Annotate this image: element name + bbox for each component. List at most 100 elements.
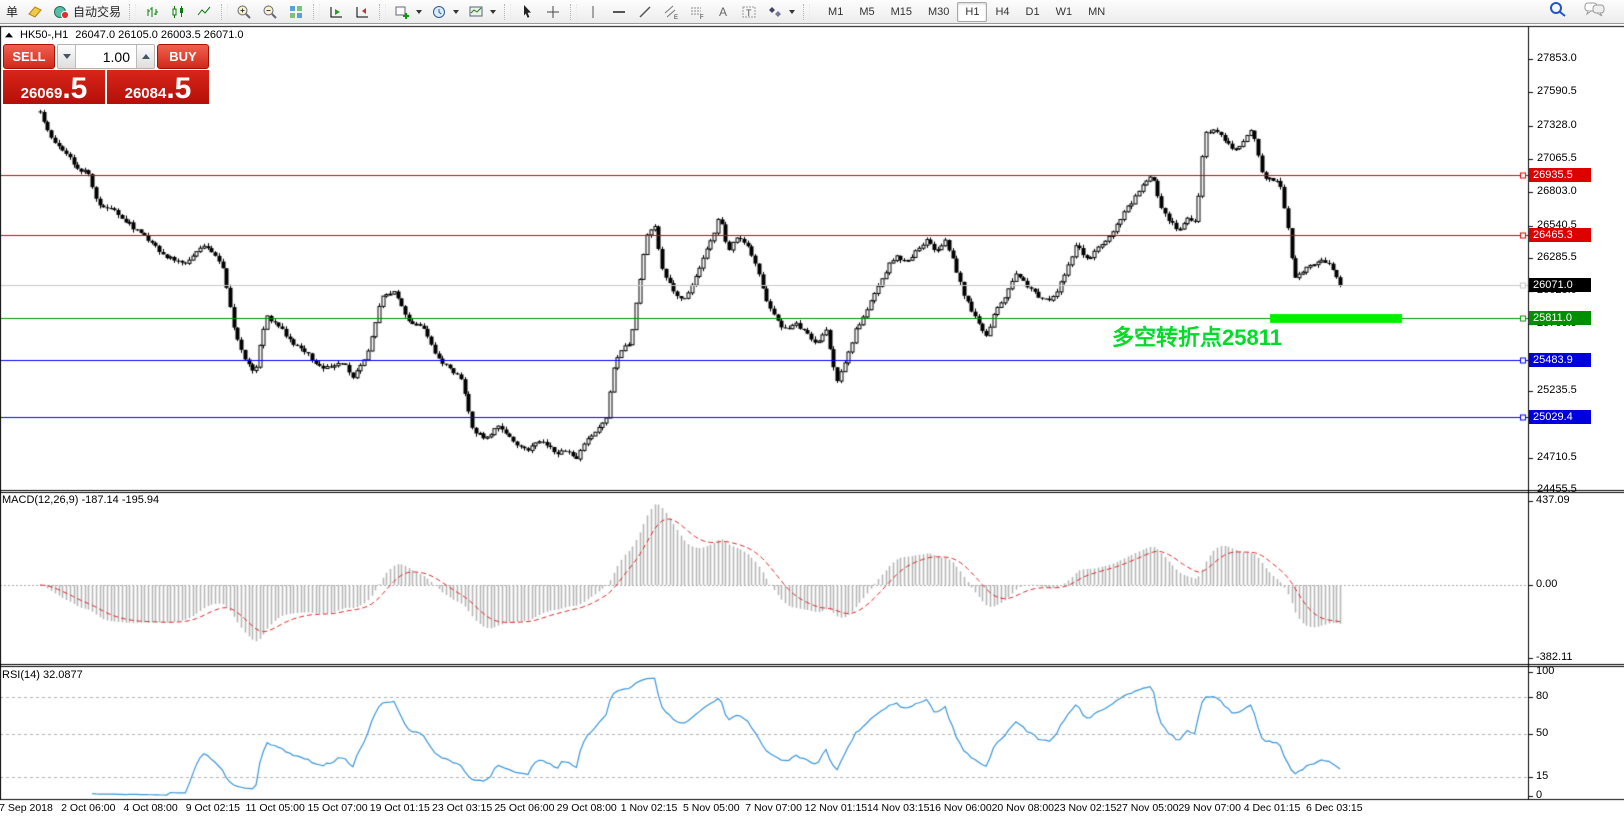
period-clock-icon xyxy=(431,4,448,20)
fibonacci-button[interactable]: F xyxy=(685,1,710,22)
timeframe-h4-button[interactable]: H4 xyxy=(987,2,1017,22)
template-button[interactable] xyxy=(464,1,500,22)
price-tick-label: 26540.5 xyxy=(1537,218,1577,231)
timeframe-mn-button[interactable]: MN xyxy=(1080,2,1113,22)
volume-input[interactable] xyxy=(76,45,136,68)
price-tick-label: 24455.5 xyxy=(1537,483,1577,495)
price-tick-label: 27853.0 xyxy=(1537,52,1577,64)
price-tick-label: 24710.5 xyxy=(1537,450,1577,463)
trendline-button[interactable] xyxy=(633,1,658,22)
order-button[interactable]: 单 xyxy=(2,1,22,22)
horizontal-line-button[interactable] xyxy=(607,1,632,22)
auto-scroll-button[interactable] xyxy=(324,1,349,22)
buy-button[interactable]: BUY xyxy=(157,44,209,69)
volume-decrease-button[interactable] xyxy=(58,45,76,68)
date-tick-label: 4 Dec 01:15 xyxy=(1243,802,1301,814)
timeframe-m5-button[interactable]: M5 xyxy=(851,2,882,22)
autotrade-button[interactable]: 自动交易 xyxy=(49,1,125,22)
rsi-scale-label: 15 xyxy=(1536,770,1549,783)
arrows-icon xyxy=(767,4,784,20)
date-tick-label: 29 Nov 07:00 xyxy=(1178,802,1241,814)
yellow-tag-icon xyxy=(27,4,44,20)
text-button[interactable]: A xyxy=(711,1,736,22)
bar-chart-icon xyxy=(144,4,161,20)
date-tick-label: 7 Sep 2018 xyxy=(0,802,53,814)
toolbar-separator xyxy=(803,3,811,20)
text-label-button[interactable]: T xyxy=(737,1,762,22)
chart-shift-button[interactable] xyxy=(350,1,375,22)
bar-chart-button[interactable] xyxy=(140,1,165,22)
date-tick-label: 12 Nov 01:15 xyxy=(804,802,868,814)
sell-price[interactable]: 26069.5 xyxy=(3,70,105,104)
pivot-annotation-text: 多空转折点25811 xyxy=(1112,325,1282,350)
date-tick-label: 4 Oct 08:00 xyxy=(123,802,178,814)
search-icon[interactable] xyxy=(1548,0,1568,23)
timeframe-m30-button[interactable]: M30 xyxy=(920,2,957,22)
channel-button[interactable]: E xyxy=(659,1,684,22)
level-price-label: 26465.3 xyxy=(1529,228,1591,243)
date-tick-label: 20 Nov 08:00 xyxy=(991,802,1055,814)
toolbar-separator xyxy=(379,3,387,20)
toolbar-separator xyxy=(221,3,229,20)
chevron-down-icon xyxy=(453,9,460,14)
order-button-label: 单 xyxy=(6,5,19,19)
chevron-down-icon xyxy=(490,9,497,14)
sell-button[interactable]: SELL xyxy=(3,44,55,69)
date-tick-label: 29 Oct 08:00 xyxy=(556,802,617,814)
toolbar-separator xyxy=(129,3,137,20)
date-tick-label: 27 Nov 05:00 xyxy=(1116,802,1179,814)
macd-scale-label: -382.11 xyxy=(1536,651,1573,664)
timeframe-d1-button[interactable]: D1 xyxy=(1018,2,1048,22)
cursor-button[interactable] xyxy=(515,1,540,22)
level-price-label: 25483.9 xyxy=(1529,352,1591,367)
date-tick-label: 19 Oct 01:15 xyxy=(369,802,430,814)
buy-price-dec: .5 xyxy=(166,72,192,105)
symbol-period-label: HK50-,H1 xyxy=(20,29,69,41)
trade-prices-row: 26069.5 26084.5 xyxy=(3,70,209,104)
text-label-icon: T xyxy=(741,4,758,20)
template-icon xyxy=(468,4,485,20)
timeframe-w1-button[interactable]: W1 xyxy=(1048,2,1081,22)
date-tick-label: 7 Nov 07:00 xyxy=(745,802,802,814)
vertical-line-button[interactable] xyxy=(581,1,606,22)
crosshair-button[interactable] xyxy=(541,1,566,22)
rsi-scale-label: 80 xyxy=(1536,689,1549,702)
date-tick-label: 5 Nov 05:00 xyxy=(682,802,740,814)
level-price-label: 26935.5 xyxy=(1529,168,1591,183)
new-chart-button[interactable] xyxy=(390,1,426,22)
arrows-button[interactable] xyxy=(763,1,799,22)
level-price-label: 25811.0 xyxy=(1529,311,1591,326)
new-chart-icon xyxy=(394,4,411,20)
date-tick-label: 2 Oct 06:00 xyxy=(61,802,116,814)
zoom-in-button[interactable] xyxy=(232,1,257,22)
timeframe-m1-button[interactable]: M1 xyxy=(820,2,851,22)
vertical-line-icon xyxy=(585,4,602,20)
svg-text:A: A xyxy=(719,5,727,19)
buy-price[interactable]: 26084.5 xyxy=(107,70,209,104)
price-tick-label: 26285.5 xyxy=(1537,250,1577,263)
rsi-scale-label: 50 xyxy=(1536,727,1549,739)
chat-icon[interactable] xyxy=(1584,0,1606,23)
auto-scroll-icon xyxy=(328,4,345,20)
crosshair-icon xyxy=(545,4,562,20)
line-chart-button[interactable] xyxy=(192,1,217,22)
fibonacci-icon: F xyxy=(689,4,706,20)
rsi-indicator-label: RSI(14) 32.0877 xyxy=(2,669,83,681)
rsi-scale-label: 0 xyxy=(1536,789,1543,801)
timeframe-m15-button[interactable]: M15 xyxy=(883,2,920,22)
toolbar-separator xyxy=(504,3,512,20)
zoom-out-button[interactable] xyxy=(258,1,283,22)
yellow-tag-button[interactable] xyxy=(23,1,48,22)
candlestick-button[interactable] xyxy=(166,1,191,22)
date-tick-label: 6 Dec 03:15 xyxy=(1305,802,1363,814)
chart-title: HK50-,H1 26047.0 26105.0 26003.5 26071.0 xyxy=(5,29,244,41)
timeframe-h1-button[interactable]: H1 xyxy=(957,1,988,22)
volume-increase-button[interactable] xyxy=(136,45,154,68)
text-icon: A xyxy=(715,4,732,20)
svg-text:E: E xyxy=(674,15,678,20)
price-tick-label: 26803.0 xyxy=(1537,185,1577,198)
period-button[interactable] xyxy=(427,1,463,22)
date-tick-label: 14 Nov 03:15 xyxy=(866,802,930,814)
tile-windows-button[interactable] xyxy=(284,1,309,22)
